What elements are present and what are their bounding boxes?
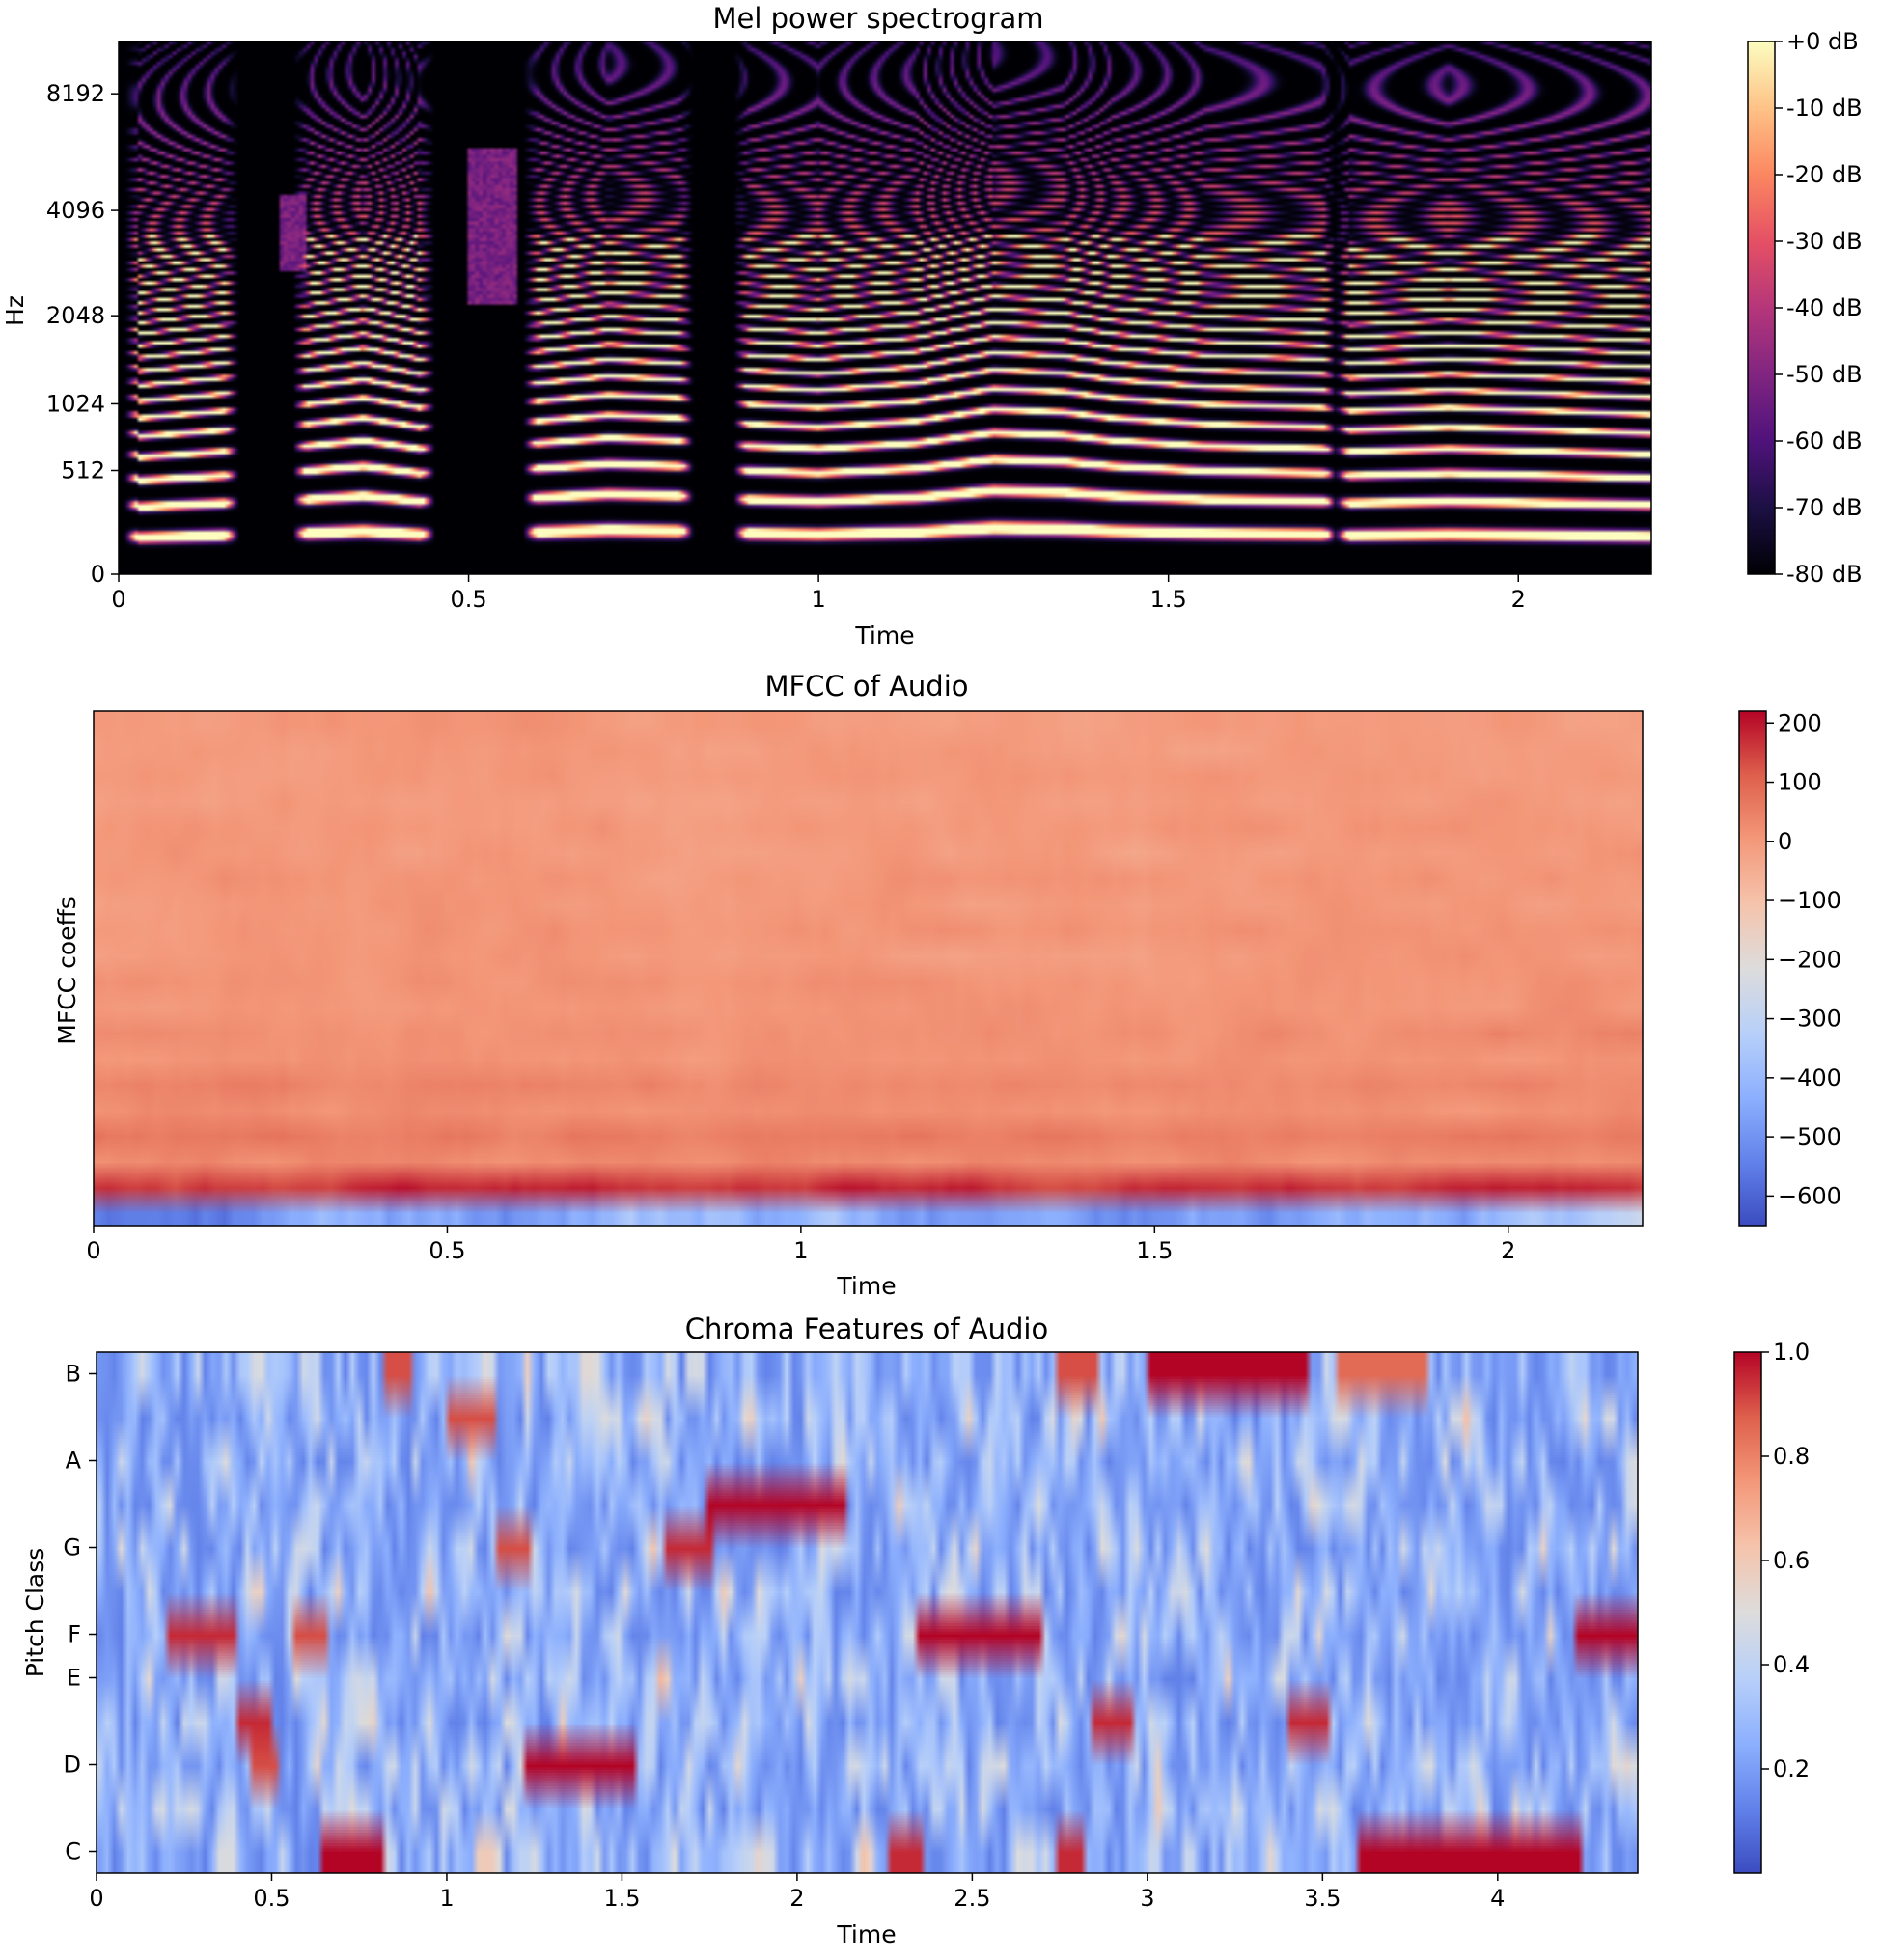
y-tick-label: G [63,1534,81,1561]
y-tick-label: B [66,1361,81,1388]
x-tick-label: 0 [111,586,125,613]
y-tick-label: 4096 [46,197,105,224]
colorbar-tick-label: −500 [1778,1123,1841,1150]
colorbar-tick-label: −300 [1778,1006,1841,1033]
chroma-x-label: Time [836,1920,896,1948]
mel-spectrogram-y-label: Hz [1,295,29,326]
colorbar-tick-label: 0.6 [1773,1547,1810,1574]
x-tick-label: 1 [811,586,825,613]
y-tick-label: F [68,1621,81,1648]
colorbar-tick-label: -30 dB [1786,228,1863,255]
mfcc-x-ticks: 0 0.5 1 1.5 2 [86,1226,1515,1264]
chroma-frame [96,1351,1639,1874]
colorbar-tick-label: -50 dB [1786,361,1863,388]
colorbar-tick-label: 200 [1778,709,1822,736]
x-tick-label: 0.5 [429,1237,465,1264]
mfcc-frame [93,710,1644,1227]
colorbar-tick-label: 0.8 [1773,1443,1810,1470]
x-tick-label: 2 [1501,1237,1515,1264]
colorbar-tick-label: −100 [1778,887,1841,914]
y-tick-label: 2048 [46,302,105,329]
mfcc-panel: MFCC of Audio 0 0.5 1 1.5 2 Time MFCC coeffs… [53,670,1841,1300]
chroma-y-label: Pitch Class [21,1548,49,1678]
colorbar-tick-label: −200 [1778,946,1841,973]
colorbar-tick-label: -20 dB [1786,161,1863,188]
mfcc-colorbar [1738,710,1767,1227]
colorbar-tick-label: -40 dB [1786,294,1863,321]
chroma-y-ticks: C D EF G A B [63,1361,97,1865]
chroma-colorbar [1733,1351,1762,1874]
x-tick-label: 3 [1140,1885,1154,1912]
y-tick-label: 1024 [46,390,105,417]
colorbar-tick-label: -70 dB [1786,494,1863,521]
colorbar-tick-label: 0.4 [1773,1651,1810,1678]
colorbar-tick-label: -10 dB [1786,95,1863,122]
colorbar-tick-label: −400 [1778,1064,1841,1091]
x-tick-label: 0.5 [450,586,486,613]
colorbar-tick-label: +0 dB [1786,28,1859,55]
colorbar-tick-label: 1.0 [1773,1339,1810,1366]
x-tick-label: 1 [439,1885,454,1912]
x-tick-label: 1.5 [1150,586,1187,613]
y-tick-label: E [67,1665,81,1692]
x-tick-label: 0 [86,1237,100,1264]
colorbar-tick-label: −600 [1778,1182,1841,1209]
x-tick-label: 1.5 [1136,1237,1173,1264]
mel-spectrogram-y-ticks: 0 512 1024 2048 4096 8192 [46,80,119,588]
mel-spectrogram-panel: Mel power spectrogram 0 0.5 1 1.5 2 0 512 1024… [1,2,1863,649]
chroma-colorbar-ticks: 1.0 0.8 0.6 0.4 0.2 [1761,1339,1810,1782]
colorbar-tick-label: -60 dB [1786,428,1863,455]
x-tick-label: 3.5 [1304,1885,1341,1912]
mel-colorbar-ticks: +0 dB -10 dB -20 dB -30 dB -40 dB -50 dB -60 d… [1775,28,1863,588]
mel-spectrogram-title: Mel power spectrogram [712,2,1043,35]
chroma-panel: Chroma Features of Audio 0 0.5 1 1.5 2 2.5 3 3.… [21,1312,1810,1948]
colorbar-tick-label: 0.2 [1773,1755,1810,1782]
mfcc-title: MFCC of Audio [764,670,968,703]
y-tick-label: C [65,1838,81,1865]
x-tick-label: 4 [1490,1885,1505,1912]
mel-spectrogram-x-label: Time [854,621,914,649]
mel-spectrogram-x-ticks: 0 0.5 1 1.5 2 [111,574,1526,613]
y-tick-label: 512 [61,456,105,483]
colorbar-tick-label: 100 [1778,769,1822,796]
x-tick-label: 2 [1511,586,1526,613]
x-tick-label: 1 [793,1237,808,1264]
y-tick-label: 8192 [46,80,105,107]
mel-spectrogram-frame [118,41,1652,575]
x-tick-label: 0 [89,1885,103,1912]
chroma-title: Chroma Features of Audio [685,1312,1048,1345]
x-tick-label: 1.5 [603,1885,640,1912]
mfcc-colorbar-ticks: 200 100 0 −100 −200 −300 −400 −500 −600 [1766,709,1841,1209]
mfcc-x-label: Time [836,1272,896,1300]
mel-colorbar [1747,41,1776,575]
mfcc-y-label: MFCC coeffs [53,897,81,1044]
colorbar-tick-label: 0 [1778,828,1792,855]
mfcc-heatmap [94,711,1643,1226]
chroma-x-ticks: 0 0.5 1 1.5 2 2.5 3 3.5 4 [89,1873,1505,1912]
x-tick-label: 2 [789,1885,804,1912]
mel-spectrogram-heatmap [119,41,1651,574]
chroma-heatmap [97,1352,1638,1873]
colorbar-tick-label: -80 dB [1786,561,1863,588]
y-tick-label: 0 [91,561,105,588]
y-tick-label: D [64,1752,81,1779]
x-tick-label: 2.5 [954,1885,990,1912]
y-tick-label: A [66,1448,82,1475]
x-tick-label: 0.5 [253,1885,290,1912]
